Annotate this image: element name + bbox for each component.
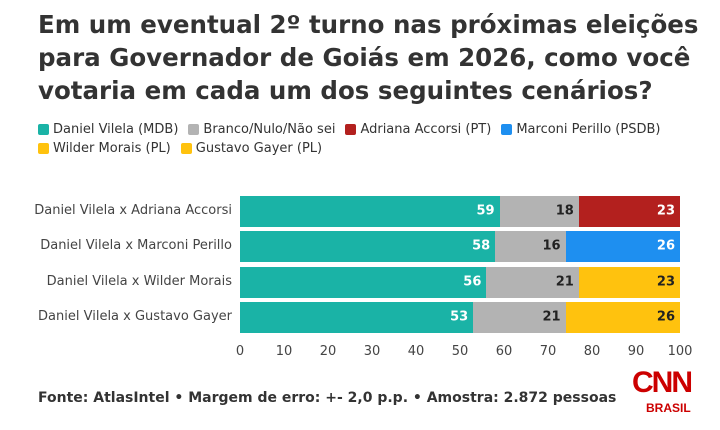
x-tick-label: 40 [407,344,425,359]
y-tick-label: Daniel Vilela x Wilder Morais [46,274,232,289]
legend-label: Gustavo Gayer (PL) [195,141,323,156]
data-label: 16 [542,238,561,254]
bar-segment [578,266,680,298]
data-label: 26 [656,238,675,254]
legend-swatch [501,124,513,135]
legend-swatch [38,124,49,135]
legend-item: Branco/Nulo/Não sei [188,122,335,137]
x-tick-label: 80 [583,344,601,359]
legend-label: Marconi Perillo (PSDB) [516,122,661,137]
y-tick-label: Daniel Vilela x Gustavo Gayer [38,309,232,324]
bar-segment [495,230,566,262]
bar-segment [240,195,500,227]
legend-item: Marconi Perillo (PSDB) [501,122,660,137]
bar-segment [240,230,496,262]
bar-segment [565,230,680,262]
data-label: 56 [463,274,482,290]
chart-title: Em um eventual 2º turno nas próximas ele… [38,10,699,105]
data-label: 53 [450,309,469,325]
x-tick-label: 60 [495,344,513,359]
data-label: 23 [656,203,675,219]
data-label: 18 [555,203,574,219]
bar-segment [240,266,487,298]
data-label: 21 [555,274,574,290]
bar-segment [578,195,680,227]
bar-segment [240,301,474,333]
y-tick-label: Daniel Vilela x Adriana Accorsi [34,203,232,218]
x-tick-label: 30 [363,344,381,359]
source-note: Fonte: AtlasIntel • Margem de erro: +- 2… [38,390,617,406]
data-label: 58 [472,238,491,254]
x-tick-label: 50 [451,344,469,359]
y-tick-label: Daniel Vilela x Marconi Perillo [40,238,232,253]
legend-item: Daniel Vilela (MDB) [38,122,178,137]
legend: Daniel Vilela (MDB) Branco/Nulo/Não sei Ad… [38,122,708,156]
x-tick-label: 20 [319,344,337,359]
bar-segment [499,195,579,227]
legend-swatch [188,124,200,135]
data-label: 26 [656,309,675,325]
legend-item: Wilder Morais (PL) [38,141,171,156]
logo: CNN [632,366,693,399]
legend-swatch [180,143,192,154]
data-label: 59 [476,203,495,219]
bar-segment [565,301,680,333]
bar-segment [473,301,566,333]
legend-item: Adriana Accorsi (PT) [345,122,491,137]
x-tick-label: 10 [275,344,293,359]
bar-segment [486,266,579,298]
legend-label: Wilder Morais (PL) [53,141,171,156]
data-label: 21 [542,309,561,325]
x-tick-label: 70 [539,344,557,359]
x-tick-label: 0 [235,344,245,359]
logo-subtext: BRASIL [646,401,691,415]
legend-label: Adriana Accorsi (PT) [360,122,492,137]
legend-swatch [345,124,357,135]
x-tick-label: 90 [627,344,645,359]
legend-item: Gustavo Gayer (PL) [180,141,323,156]
legend-swatch [38,143,49,154]
legend-label: Daniel Vilela (MDB) [53,122,179,137]
data-label: 23 [656,274,675,290]
legend-label: Branco/Nulo/Não sei [203,122,336,137]
x-tick-label: 100 [667,344,693,359]
